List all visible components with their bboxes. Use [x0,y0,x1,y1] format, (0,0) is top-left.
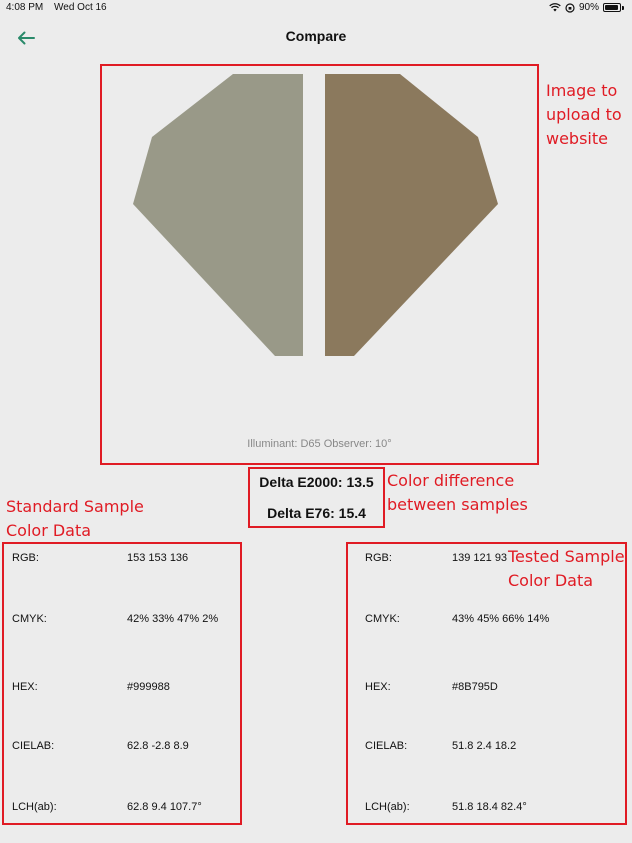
standard-lch-value: 62.8 9.4 107.7° [127,801,202,813]
tested-hex-value: #8B795D [452,681,498,693]
comparison-swatch [102,66,537,463]
standard-cielab-value: 62.8 -2.8 8.9 [127,740,189,752]
tested-cmyk-value: 43% 45% 66% 14% [452,613,549,625]
annotation-image-upload: Image to upload to website [546,79,622,151]
hex-label: HEX: [365,681,391,693]
tested-hex-row: HEX: #8B795D [348,681,625,697]
delta-e2000: Delta E2000: 13.5 [250,474,383,490]
tested-cielab-value: 51.8 2.4 18.2 [452,740,516,752]
tested-sample-data: RGB: 139 121 93 CMYK: 43% 45% 66% 14% HE… [346,542,627,825]
comparison-preview: Illuminant: D65 Observer: 10° [100,64,539,465]
standard-sample-data: RGB: 153 153 136 CMYK: 42% 33% 47% 2% HE… [2,542,242,825]
tested-cielab-row: CIELAB: 51.8 2.4 18.2 [348,740,625,756]
delta-e-box: Delta E2000: 13.5 Delta E76: 15.4 [248,467,385,528]
orientation-lock-icon [565,3,575,13]
page-title: Compare [0,28,632,44]
nav-bar: Compare [0,18,632,58]
illuminant-observer-label: Illuminant: D65 Observer: 10° [102,438,537,450]
cielab-label: CIELAB: [12,740,54,752]
status-bar: 4:08 PM Wed Oct 16 90% [0,0,632,18]
cmyk-label: CMYK: [12,613,47,625]
hex-label: HEX: [12,681,38,693]
standard-rgb-row: RGB: 153 153 136 [4,552,240,568]
standard-hex-value: #999988 [127,681,170,693]
cmyk-label: CMYK: [365,613,400,625]
standard-cmyk-row: CMYK: 42% 33% 47% 2% [4,613,240,629]
battery-percent: 90% [579,2,599,13]
tested-rgb-value: 139 121 93 [452,552,507,564]
rgb-label: RGB: [12,552,39,564]
tested-cmyk-row: CMYK: 43% 45% 66% 14% [348,613,625,629]
standard-cmyk-value: 42% 33% 47% 2% [127,613,218,625]
tested-lch-row: LCH(ab): 51.8 18.4 82.4° [348,801,625,817]
lch-label: LCH(ab): [12,801,57,813]
lch-label: LCH(ab): [365,801,410,813]
standard-lch-row: LCH(ab): 62.8 9.4 107.7° [4,801,240,817]
status-indicators: 90% [549,2,624,13]
cielab-label: CIELAB: [365,740,407,752]
rgb-label: RGB: [365,552,392,564]
status-date: Wed Oct 16 [54,2,107,13]
wifi-icon [549,3,561,12]
battery-icon [603,3,621,12]
delta-e76: Delta E76: 15.4 [250,505,383,521]
tested-lch-value: 51.8 18.4 82.4° [452,801,527,813]
annotation-standard-sample: Standard Sample Color Data [6,495,144,543]
standard-hex-row: HEX: #999988 [4,681,240,697]
status-time: 4:08 PM [6,2,43,13]
standard-cielab-row: CIELAB: 62.8 -2.8 8.9 [4,740,240,756]
tested-sample-swatch [325,74,498,356]
annotation-tested-sample: Tested Sample Color Data [508,545,625,593]
annotation-color-difference: Color difference between samples [387,469,528,517]
standard-sample-swatch [133,74,303,356]
standard-rgb-value: 153 153 136 [127,552,188,564]
